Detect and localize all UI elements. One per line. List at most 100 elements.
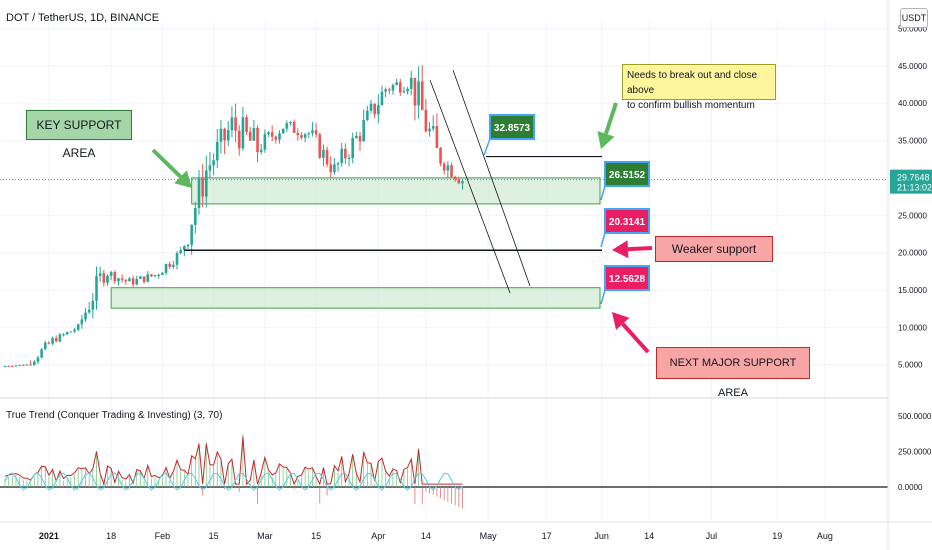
candle-body (91, 300, 95, 310)
support-zone (191, 177, 601, 205)
candle-body (446, 165, 450, 171)
candle-body (7, 365, 10, 367)
candle-body (179, 250, 182, 253)
candle-body (40, 349, 43, 358)
arrow-key-support-head (174, 170, 192, 188)
candle-body (131, 278, 135, 285)
time-tick: May (480, 531, 498, 541)
candle-body (431, 126, 435, 129)
arrow-key-support-shaft (151, 148, 182, 179)
candle-body (69, 331, 73, 333)
candle-body (355, 135, 358, 139)
candle-body (3, 365, 7, 367)
candle-body (388, 89, 391, 91)
time-tick: Feb (155, 531, 171, 541)
current-price-text: 29.7648 (897, 173, 930, 183)
label-12-box (604, 265, 650, 291)
candle-body (263, 134, 267, 150)
candle-body (172, 264, 175, 267)
support-zones (110, 177, 601, 309)
candle-body (153, 275, 157, 277)
candle-body (303, 134, 307, 138)
candle-body (161, 272, 164, 275)
price-tick: 35.0000 (898, 137, 927, 146)
arrow-breakout-shaft (604, 102, 618, 135)
candle-body (391, 84, 395, 91)
candle-body (395, 82, 398, 85)
weaker-support-note: Weaker support (655, 236, 773, 262)
candle-body (54, 337, 58, 342)
candle-body (208, 165, 212, 171)
label-26-box (604, 161, 650, 187)
label-32-pointer (483, 138, 491, 156)
candle-body (424, 109, 428, 132)
arrow-breakout-head (597, 130, 615, 149)
price-tick: 40.0000 (898, 99, 927, 108)
grid-lines (0, 22, 888, 522)
candle-body (117, 278, 120, 282)
candles (3, 65, 464, 368)
candle-body (150, 274, 153, 277)
candle-body (197, 178, 201, 208)
indicator-tick: 250.0000 (898, 447, 932, 456)
next-support-note: NEXT MAJOR SUPPORT AREA (656, 347, 810, 399)
candle-body (87, 309, 91, 313)
next-support-text: NEXT MAJOR SUPPORT AREA (669, 357, 797, 399)
candle-body (252, 127, 256, 141)
candle-body (175, 252, 179, 265)
candle-body (366, 110, 369, 121)
key-support-text: KEY SUPPORT AREA (36, 118, 122, 160)
candle-body (234, 117, 237, 131)
candle-body (281, 128, 285, 134)
candle-body (373, 103, 376, 115)
candle-body (219, 128, 223, 142)
candle-body (109, 271, 113, 276)
candle-body (201, 178, 204, 197)
label-32: 32.8573 (489, 114, 535, 140)
candle-body (230, 117, 234, 131)
candle-body (84, 312, 87, 320)
price-tick: 10.0000 (898, 323, 927, 332)
time-tick: 15 (209, 531, 219, 541)
candle-body (157, 274, 161, 276)
candle-body (135, 278, 139, 285)
arrow-breakout (597, 102, 618, 149)
countdown-text: 21:13:02 (897, 183, 932, 193)
candle-body (186, 244, 190, 247)
candle-body (164, 263, 168, 273)
candle-body (22, 364, 25, 366)
candle-body (314, 130, 318, 135)
candle-body (62, 334, 65, 336)
candle-body (270, 132, 274, 137)
time-tick: Apr (371, 531, 385, 541)
candle-body (439, 147, 442, 164)
candle-body (212, 160, 215, 166)
candle-body (329, 164, 333, 173)
weaker-support-text: Weaker support (671, 242, 757, 256)
price-tick: 5.0000 (898, 361, 923, 370)
candle-body (237, 130, 241, 149)
candle-body (168, 263, 171, 267)
currency-button[interactable]: USDT (900, 8, 928, 28)
price-tick: 50.0000 (898, 25, 927, 34)
candle-body (296, 132, 300, 136)
candle-body (442, 163, 446, 171)
candle-body (398, 82, 402, 93)
breakout-note-line1: Needs to break out and close above (627, 70, 758, 96)
candle-body (183, 246, 186, 251)
candle-body (73, 329, 76, 332)
arrow-weaker-support (612, 240, 653, 259)
indicator-tick: 0.0000 (898, 483, 923, 492)
candle-body (226, 130, 230, 141)
candle-body (347, 157, 351, 159)
candle-body (453, 176, 457, 180)
candle-body (358, 135, 362, 142)
label-26: 26.5152 (604, 161, 650, 187)
candle-body (278, 133, 281, 140)
candle-body (215, 141, 219, 161)
time-tick: Aug (817, 531, 833, 541)
candle-body (36, 357, 40, 362)
label-20-text: 20.3141 (609, 217, 646, 228)
arrow-weaker-support-shaft (627, 246, 653, 252)
